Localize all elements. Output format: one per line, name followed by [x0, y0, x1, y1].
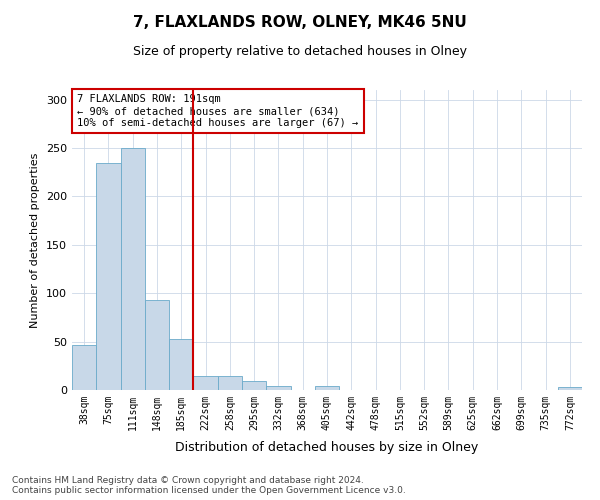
Bar [315, 386, 339, 390]
Bar [145, 300, 169, 390]
Bar [169, 338, 193, 390]
Bar [558, 387, 582, 390]
Bar [121, 148, 145, 390]
Text: 7 FLAXLANDS ROW: 191sqm
← 90% of detached houses are smaller (634)
10% of semi-d: 7 FLAXLANDS ROW: 191sqm ← 90% of detache… [77, 94, 358, 128]
Text: 7, FLAXLANDS ROW, OLNEY, MK46 5NU: 7, FLAXLANDS ROW, OLNEY, MK46 5NU [133, 15, 467, 30]
Bar [193, 376, 218, 390]
Text: Size of property relative to detached houses in Olney: Size of property relative to detached ho… [133, 45, 467, 58]
Bar [72, 344, 96, 390]
Bar [266, 386, 290, 390]
X-axis label: Distribution of detached houses by size in Olney: Distribution of detached houses by size … [175, 441, 479, 454]
Bar [242, 382, 266, 390]
Y-axis label: Number of detached properties: Number of detached properties [31, 152, 40, 328]
Bar [218, 376, 242, 390]
Text: Contains HM Land Registry data © Crown copyright and database right 2024.
Contai: Contains HM Land Registry data © Crown c… [12, 476, 406, 495]
Bar [96, 162, 121, 390]
